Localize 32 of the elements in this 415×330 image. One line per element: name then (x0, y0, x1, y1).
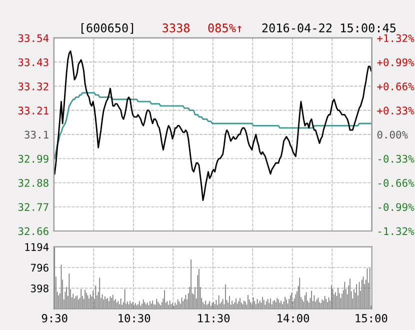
y2-tick-label: -0.33% (378, 154, 414, 163)
y-tick-label: 33.54 (18, 34, 49, 42)
y-tick-label: 33.21 (18, 106, 48, 114)
chart-title: [600650] (82, 23, 134, 34)
y2-tick-label: -1.32% (378, 227, 414, 236)
x-tick-label: 11:30 (198, 314, 230, 322)
y-tick-label: 398 (30, 284, 48, 292)
y2-tick-label: +0.66% (377, 82, 414, 90)
y-tick-label: 32.88 (18, 178, 48, 187)
y2-tick-label: +0.99% (377, 58, 414, 66)
text: 2016-04-22 15:00:45 (262, 23, 396, 32)
y-tick-label: 32.99 (18, 154, 48, 163)
line-series (54, 50, 372, 201)
y-tick-label: 33.43 (18, 58, 48, 66)
x-tick-label: 9:30 (42, 314, 68, 322)
text: 3338 (162, 23, 190, 32)
y2-tick-label: 0.00% (377, 130, 408, 139)
y2-tick-label: +1.32% (377, 34, 414, 42)
x-tick-label: 14:00 (278, 314, 310, 322)
text: 085%↑ (208, 23, 242, 32)
y2-tick-label: -0.66% (378, 178, 414, 187)
y-tick-label: 1194 (25, 243, 49, 251)
y2-tick-label: +0.33% (377, 106, 414, 114)
line-series (54, 92, 372, 160)
y-tick-label: 33.1 (24, 130, 48, 139)
y-tick-label: 796 (30, 264, 48, 272)
y2-tick-label: -0.99% (378, 203, 414, 211)
x-tick-label: 10:30 (118, 314, 150, 322)
y-tick-label: 32.77 (18, 203, 48, 211)
x-tick-label: 15:00 (356, 314, 388, 322)
y-tick-label: 33.32 (18, 82, 48, 90)
y-tick-label: 32.66 (18, 227, 48, 236)
